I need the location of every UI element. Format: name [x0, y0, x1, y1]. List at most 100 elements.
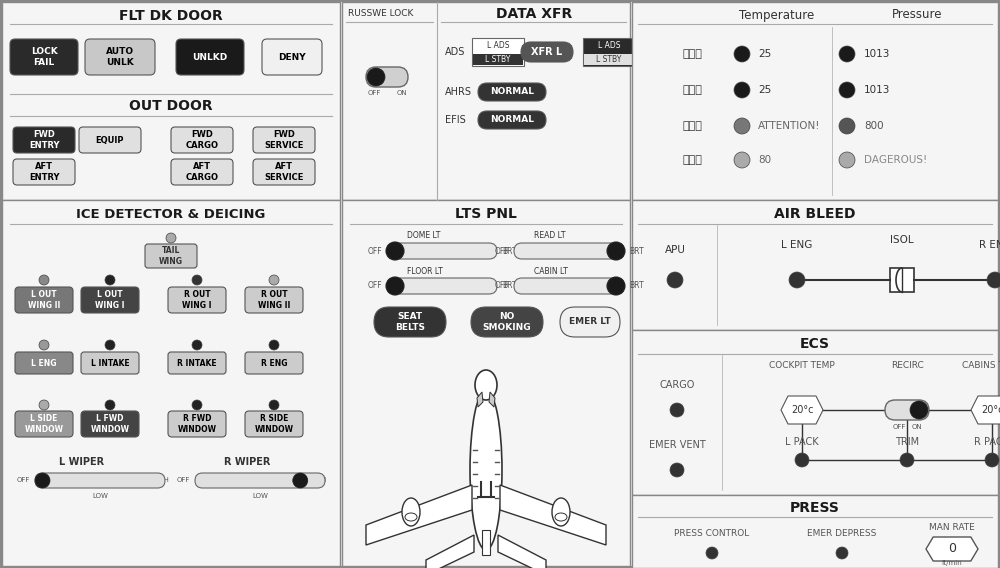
Text: R ENG: R ENG: [979, 240, 1000, 250]
Text: EFIS: EFIS: [445, 115, 466, 125]
FancyBboxPatch shape: [85, 39, 155, 75]
FancyBboxPatch shape: [245, 352, 303, 374]
Text: ft/min: ft/min: [942, 560, 962, 566]
Bar: [584, 54, 634, 65]
Circle shape: [105, 400, 115, 410]
Circle shape: [836, 547, 848, 559]
Bar: [632, 495, 998, 568]
FancyBboxPatch shape: [35, 473, 165, 488]
Text: OFF: OFF: [368, 90, 381, 96]
Text: PRESS CONTROL: PRESS CONTROL: [674, 528, 750, 537]
Circle shape: [987, 272, 1000, 288]
Text: 80: 80: [758, 155, 771, 165]
Text: FWD
ENTRY: FWD ENTRY: [29, 130, 59, 150]
FancyBboxPatch shape: [387, 243, 497, 259]
Text: PRESS: PRESS: [790, 501, 840, 515]
Polygon shape: [477, 392, 483, 407]
FancyBboxPatch shape: [245, 287, 303, 313]
Text: FWD
CARGO: FWD CARGO: [186, 130, 218, 150]
Text: L FWD
WINDOW: L FWD WINDOW: [90, 414, 130, 434]
FancyBboxPatch shape: [13, 127, 75, 153]
Text: DENY: DENY: [278, 52, 306, 61]
Circle shape: [839, 82, 855, 98]
Text: NORMAL: NORMAL: [490, 87, 534, 97]
Text: SEAT
BELTS: SEAT BELTS: [395, 312, 425, 332]
Text: APU: APU: [665, 245, 685, 255]
Text: 货运舱: 货运舱: [682, 121, 702, 131]
Text: READ LT: READ LT: [534, 232, 566, 240]
Text: OFF: OFF: [494, 282, 509, 290]
Text: XFR L: XFR L: [531, 47, 563, 57]
Circle shape: [269, 275, 279, 285]
Text: RECIRC: RECIRC: [891, 361, 923, 370]
Text: MAN RATE: MAN RATE: [929, 523, 975, 532]
Circle shape: [367, 68, 385, 86]
Bar: [890, 268, 914, 292]
FancyBboxPatch shape: [168, 411, 226, 437]
Text: 机组舱: 机组舱: [682, 155, 702, 165]
Polygon shape: [489, 392, 495, 407]
Circle shape: [105, 340, 115, 350]
Text: L WIPER: L WIPER: [59, 457, 105, 467]
Circle shape: [35, 473, 50, 488]
Text: AFT
SERVICE: AFT SERVICE: [264, 162, 304, 182]
Circle shape: [166, 233, 176, 243]
Bar: [583, 38, 635, 66]
FancyBboxPatch shape: [168, 287, 226, 313]
Text: L ADS: L ADS: [598, 41, 620, 51]
Text: R PACK: R PACK: [974, 437, 1000, 447]
Circle shape: [386, 277, 404, 295]
Text: R OUT
WING I: R OUT WING I: [182, 290, 212, 310]
Circle shape: [839, 46, 855, 62]
FancyBboxPatch shape: [245, 411, 303, 437]
Bar: [632, 200, 998, 330]
Text: ISOL: ISOL: [890, 235, 914, 245]
Text: OFF: OFF: [367, 282, 382, 290]
Text: BRT: BRT: [502, 247, 517, 256]
Polygon shape: [971, 396, 1000, 424]
FancyBboxPatch shape: [15, 287, 73, 313]
Text: NORMAL: NORMAL: [490, 115, 534, 124]
Circle shape: [105, 275, 115, 285]
Text: AFT
ENTRY: AFT ENTRY: [29, 162, 59, 182]
Bar: [632, 330, 998, 495]
Ellipse shape: [552, 498, 570, 526]
FancyBboxPatch shape: [13, 159, 75, 185]
Ellipse shape: [470, 390, 502, 550]
Bar: [472, 38, 524, 66]
Text: RUSSWE LOCK: RUSSWE LOCK: [348, 10, 413, 19]
FancyBboxPatch shape: [171, 127, 233, 153]
Text: L ENG: L ENG: [31, 358, 57, 367]
FancyBboxPatch shape: [387, 278, 497, 294]
Circle shape: [386, 242, 404, 260]
Text: R FWD
WINDOW: R FWD WINDOW: [178, 414, 216, 434]
FancyBboxPatch shape: [15, 352, 73, 374]
Text: TAIL
WING: TAIL WING: [159, 247, 183, 266]
FancyBboxPatch shape: [15, 411, 73, 437]
FancyBboxPatch shape: [171, 159, 233, 185]
Text: L PACK: L PACK: [785, 437, 819, 447]
Polygon shape: [366, 485, 472, 545]
Text: CABIN LT: CABIN LT: [534, 266, 568, 275]
Polygon shape: [498, 535, 546, 568]
Text: AIR BLEED: AIR BLEED: [774, 207, 856, 221]
FancyBboxPatch shape: [374, 307, 446, 337]
Text: FLT DK DOOR: FLT DK DOOR: [119, 9, 223, 23]
Text: NO
SMOKING: NO SMOKING: [483, 312, 531, 332]
Text: OFF: OFF: [367, 247, 382, 256]
Text: HIGH: HIGH: [151, 477, 169, 483]
Circle shape: [39, 340, 49, 350]
Text: ON: ON: [397, 90, 408, 96]
FancyBboxPatch shape: [885, 400, 929, 420]
Text: R WIPER: R WIPER: [224, 457, 270, 467]
Text: CABINS TEMP: CABINS TEMP: [962, 361, 1000, 370]
Polygon shape: [426, 535, 474, 568]
Text: LOCK
FAIL: LOCK FAIL: [31, 47, 57, 66]
FancyBboxPatch shape: [81, 352, 139, 374]
Circle shape: [900, 453, 914, 467]
Circle shape: [667, 272, 683, 288]
Text: BRT: BRT: [629, 282, 644, 290]
Circle shape: [269, 340, 279, 350]
FancyBboxPatch shape: [560, 307, 620, 337]
FancyBboxPatch shape: [478, 111, 546, 129]
